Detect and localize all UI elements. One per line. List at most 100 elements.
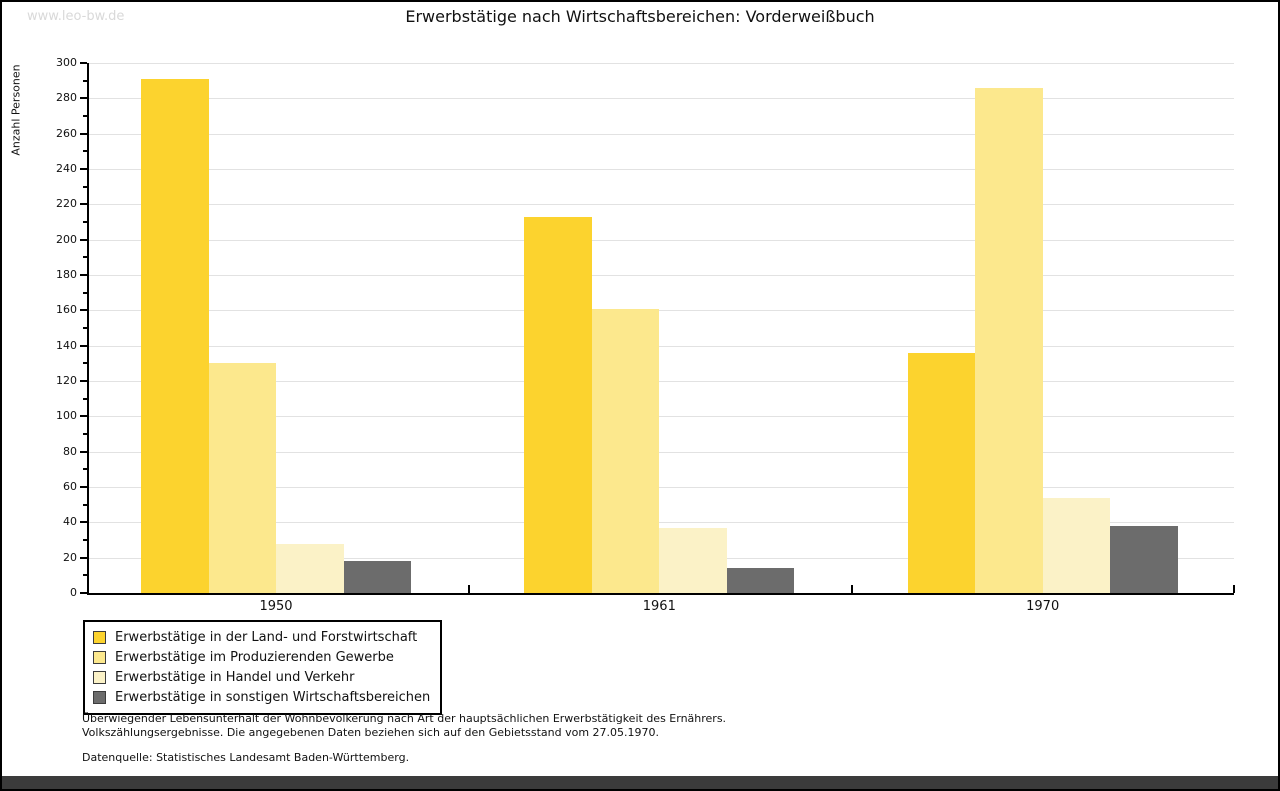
legend-swatch [93,670,106,684]
y-axis-tick [80,132,87,135]
bar [726,568,795,593]
y-axis-tick [80,592,87,594]
legend-label: Erwerbstätige im Produzierenden Gewerbe [115,649,394,665]
y-axis-tick [83,291,87,294]
gridline [89,98,1234,100]
y-axis-tick [83,433,87,435]
gridline [89,345,1234,347]
y-axis-tick [80,486,87,488]
y-axis-tick [80,450,87,453]
y-axis-tick [80,415,87,418]
plot-area: 0 20 40 60 80 100 120 140 160 180 200 220 240 260 280 3… [56,56,1235,614]
footnote-block: Überwiegender Lebensunterhalt der Wohnbe… [82,712,726,765]
y-axis-tick [80,238,87,241]
y-axis-tick [80,344,87,347]
footnote-line-2: Volkszählungsergebnisse. Die angegebenen… [82,726,660,739]
y-axis-tick [80,274,87,276]
footnote-line-1: Überwiegender Lebensunterhalt der Wohnbe… [82,712,727,725]
gridline [89,522,1234,524]
legend-item: Erwerbstätige in der Land- und Forstwirt… [93,627,430,647]
y-tick-label: 120 [56,374,77,387]
y-axis-tick [83,79,87,82]
bar [208,363,276,593]
watermark: www.leo-bw.de [27,9,125,24]
y-axis-tick [80,203,87,206]
gridline [89,169,1234,170]
y-tick-label: 140 [56,338,77,352]
y-axis-tick [80,556,87,559]
x-axis-tick [1233,585,1235,593]
legend-label: Erwerbstätige in sonstigen Wirtschaftsbe… [115,689,431,705]
bar [907,352,976,593]
bar [1110,525,1178,593]
y-axis-tick [80,309,87,312]
y-axis-tick [83,150,87,153]
x-tick-label: 1950 [259,599,293,614]
y-tick-label: 100 [56,409,77,423]
bar [524,216,592,593]
bar [141,78,209,593]
y-axis-label: Anzahl Personen [9,64,23,156]
gridline [89,239,1234,241]
x-tick-label: 1970 [1026,599,1060,614]
y-axis-tick [80,97,87,100]
y-tick-label: 0 [70,586,77,599]
gridline [89,310,1234,312]
y-axis-tick [83,468,87,471]
gridline [89,133,1234,135]
y-tick-label: 280 [56,91,77,105]
legend-item: Erwerbstätige im Produzierenden Gewerbe [93,647,430,667]
y-axis-tick [83,221,87,223]
bar [591,308,660,593]
legend-swatch [93,650,106,664]
y-tick-label: 160 [56,303,77,317]
legend-item: Erwerbstätige in sonstigen Wirtschaftsbe… [93,687,430,707]
y-axis-tick [83,574,87,577]
legend-label: Erwerbstätige in Handel und Verkehr [115,669,355,685]
gridline [89,63,1234,64]
bottom-bar [2,776,1278,789]
gridline [89,381,1234,382]
y-axis-tick [83,256,87,259]
y-axis-tick [80,380,87,382]
legend-label: Erwerbstätige in der Land- und Forstwirt… [115,629,418,645]
y-axis-tick [83,185,87,188]
y-tick-label: 40 [63,515,77,529]
y-tick-label: 260 [56,126,77,140]
y-axis-tick [80,521,87,524]
x-axis-tick [851,585,853,593]
bar [276,543,344,593]
legend-box: Erwerbstätige in der Land- und Forstwirt… [83,620,443,715]
bar [659,527,727,593]
y-axis-tick [83,115,87,117]
legend-item: Erwerbstätige in Handel und Verkehr [93,667,430,687]
y-tick-label: 200 [56,232,77,246]
gridline [89,416,1234,418]
x-tick-label: 1961 [642,599,676,614]
y-axis-tick [80,168,87,170]
y-tick-label: 220 [56,197,77,211]
legend-swatch [93,630,106,644]
chart-title: Erwerbstätige nach Wirtschaftsbereichen:… [405,7,875,26]
y-tick-label: 240 [56,162,77,175]
data-source-line: Datenquelle: Statistisches Landesamt Bad… [82,751,410,764]
y-axis-tick [83,327,87,329]
y-axis-tick [83,397,87,400]
x-axis-tick [467,585,470,593]
gridline [89,451,1234,453]
y-tick-label: 180 [56,268,77,281]
gridline [89,275,1234,276]
y-axis-tick [83,362,87,365]
y-tick-label: 20 [63,550,77,564]
y-axis-tick [83,503,87,506]
bar [343,561,411,593]
gridline [89,487,1234,488]
gridline [89,204,1234,206]
y-axis-tick [80,62,87,64]
y-tick-label: 300 [56,56,77,69]
y-tick-label: 80 [63,444,77,458]
bar [1042,497,1111,593]
legend-swatch [93,690,106,704]
y-tick-label: 60 [63,480,77,493]
